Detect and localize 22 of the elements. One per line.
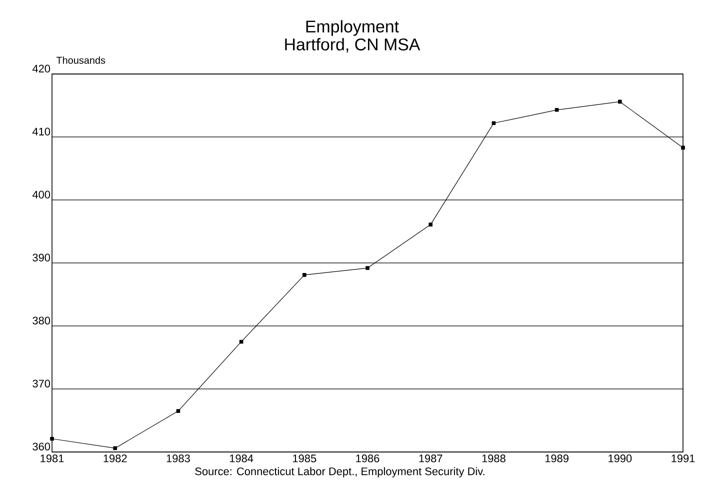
x-tick-label: 1985 [293, 454, 316, 462]
y-tick-label: 380 [32, 316, 50, 324]
x-tick-label: 1991 [672, 454, 695, 462]
x-tick-label: 1982 [104, 454, 127, 462]
y-tick-label: 400 [32, 190, 50, 198]
chart-title: Employment [306, 20, 399, 36]
y-tick-label: 360 [32, 442, 50, 450]
chart-subtitle: Hartford, CN MSA [285, 38, 420, 52]
y-tick-label: 420 [32, 64, 50, 72]
x-tick-label: 1984 [230, 454, 254, 462]
y-axis-title: Thousands [56, 56, 106, 64]
x-tick-label: 1987 [419, 454, 442, 462]
y-tick-label: 370 [32, 380, 50, 388]
y-tick-label: 390 [32, 254, 50, 262]
source-note: Source: Connecticut Labor Dept., Employment Security Div. [195, 467, 484, 478]
x-tick-label: 1988 [482, 454, 506, 462]
x-tick-label: 1981 [40, 454, 64, 462]
x-tick-label: 1983 [166, 454, 190, 462]
y-tick-label: 410 [32, 128, 50, 136]
x-tick-label: 1990 [608, 454, 632, 462]
x-tick-label: 1986 [356, 454, 380, 462]
x-tick-label: 1989 [545, 454, 568, 462]
